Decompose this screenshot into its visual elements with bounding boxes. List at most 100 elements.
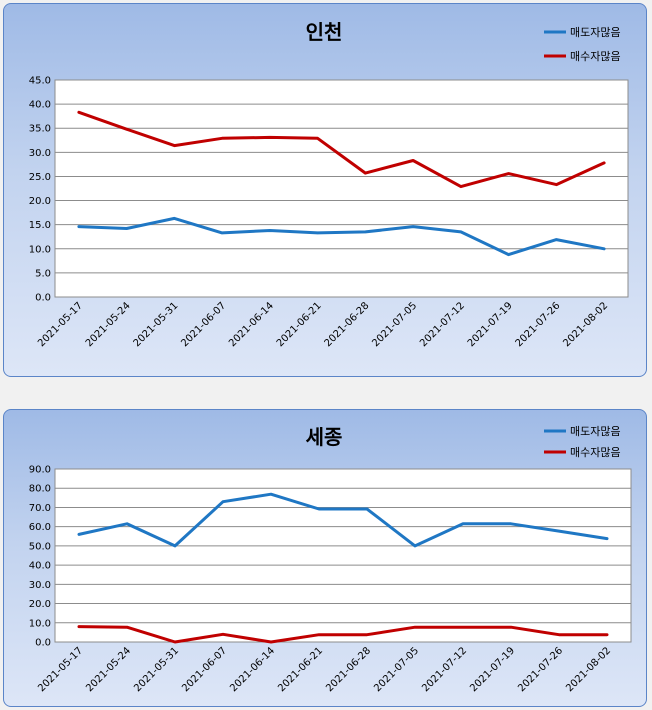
- data-point: [173, 144, 176, 147]
- x-tick-label: 2021-07-05: [372, 645, 421, 694]
- x-tick-label: 2021-06-21: [275, 300, 324, 349]
- legend-label: 매수자많음: [570, 50, 621, 63]
- x-tick-label: 2021-07-19: [466, 300, 515, 349]
- y-tick-label: 30.0: [29, 148, 51, 159]
- data-point: [413, 625, 417, 629]
- series-line-2: [77, 625, 609, 644]
- y-tick-label: 30.0: [29, 580, 51, 591]
- data-point: [125, 227, 128, 230]
- x-tick-label: 2021-06-21: [276, 645, 325, 694]
- x-tick-label: 2021-07-26: [514, 300, 563, 349]
- x-tick-label: 2021-07-26: [516, 645, 565, 694]
- y-tick-label: 0.0: [35, 638, 51, 649]
- data-point: [125, 522, 129, 525]
- series-line-1: [77, 216, 606, 257]
- data-point: [413, 544, 417, 548]
- data-point: [509, 625, 513, 629]
- data-point: [317, 507, 321, 511]
- data-point: [220, 231, 224, 235]
- data-point: [507, 172, 510, 175]
- plot-area: [54, 468, 632, 643]
- chart-panel-incheon: 인천 0.0 5.0 10.0 15.0 20.0 25.0 30.0 35.0 40.0 45.0…: [3, 3, 647, 377]
- data-point: [221, 500, 225, 503]
- data-point: [509, 522, 513, 525]
- x-tick-label: 2021-07-05: [370, 300, 419, 349]
- data-point: [461, 522, 465, 525]
- series-line-2: [77, 110, 606, 189]
- data-point: [220, 137, 224, 140]
- data-point: [605, 537, 609, 540]
- x-tick-label: 2021-07-19: [468, 645, 517, 694]
- y-tick-label: 0.0: [35, 293, 51, 304]
- data-point: [507, 253, 510, 256]
- data-point: [173, 544, 177, 548]
- legend-label: 매도자많음: [570, 425, 621, 438]
- data-point: [364, 230, 367, 234]
- data-point: [268, 229, 272, 232]
- x-tick-label: 2021-05-31: [132, 645, 181, 694]
- data-point: [602, 247, 606, 250]
- data-point: [316, 137, 319, 140]
- y-tick-label: 10.0: [29, 244, 51, 255]
- data-point: [365, 507, 369, 511]
- y-tick-label: 40.0: [29, 561, 51, 572]
- data-point: [605, 633, 609, 636]
- x-tick-label: 2021-08-02: [564, 645, 613, 694]
- data-point: [555, 238, 558, 241]
- x-tick-label: 2021-06-14: [227, 300, 276, 349]
- x-tick-label: 2021-07-12: [418, 300, 467, 349]
- y-tick-label: 45.0: [29, 76, 51, 87]
- x-tick-label: 2021-06-28: [323, 300, 372, 349]
- y-tick-label: 20.0: [29, 196, 51, 207]
- data-point: [365, 633, 369, 636]
- data-point: [77, 625, 81, 628]
- y-tick-label: 80.0: [29, 484, 51, 495]
- chart-sejong: 세종 0.0 10.0 20.0 30.0 40.0 50.0 60.0 70.0 80.0 90.…: [29, 425, 632, 694]
- data-point: [221, 633, 225, 636]
- data-point: [269, 492, 273, 496]
- data-point: [77, 533, 81, 536]
- chart-incheon: 인천 0.0 5.0 10.0 15.0 20.0 25.0 30.0 35.0 40.0 45.0…: [29, 20, 629, 349]
- y-tick-label: 35.0: [29, 124, 51, 135]
- y-tick-label: 70.0: [29, 503, 51, 514]
- data-point: [269, 640, 273, 644]
- data-point: [555, 183, 558, 186]
- y-tick-label: 60.0: [29, 522, 51, 533]
- data-point: [602, 161, 606, 165]
- chart-title: 세종: [306, 425, 343, 449]
- x-tick-label: 2021-05-17: [36, 645, 85, 694]
- data-point: [557, 633, 561, 636]
- data-point: [461, 625, 465, 629]
- x-tick-label: 2021-08-02: [561, 300, 610, 349]
- chart-title: 인천: [306, 20, 343, 44]
- y-tick-label: 90.0: [29, 465, 51, 476]
- series-line-1: [77, 492, 609, 548]
- data-point: [317, 633, 321, 636]
- y-tick-label: 5.0: [35, 268, 51, 279]
- data-point: [125, 127, 128, 131]
- data-point: [557, 529, 561, 533]
- y-tick-label: 15.0: [29, 220, 51, 231]
- x-tick-label: 2021-05-17: [36, 300, 85, 349]
- plot-area: [54, 79, 629, 298]
- x-tick-label: 2021-06-14: [228, 645, 277, 694]
- y-tick-label: 10.0: [29, 618, 51, 629]
- x-tick-label: 2021-05-24: [84, 645, 133, 694]
- y-tick-label: 20.0: [29, 599, 51, 610]
- y-tick-label: 25.0: [29, 172, 51, 183]
- chart-panel-sejong: 세종 0.0 10.0 20.0 30.0 40.0 50.0 60.0 70.0 80.0 90.…: [3, 409, 647, 707]
- x-tick-label: 2021-05-31: [132, 300, 181, 349]
- x-tick-label: 2021-06-28: [324, 645, 373, 694]
- data-point: [268, 136, 272, 139]
- data-point: [411, 159, 415, 162]
- data-point: [459, 230, 463, 234]
- y-tick-label: 50.0: [29, 541, 51, 552]
- data-point: [411, 225, 415, 228]
- data-point: [77, 225, 81, 228]
- data-point: [77, 111, 81, 114]
- data-point: [459, 185, 463, 188]
- x-tick-label: 2021-05-24: [84, 300, 133, 349]
- x-tick-label: 2021-06-07: [180, 645, 229, 694]
- y-tick-label: 40.0: [29, 100, 51, 111]
- data-point: [125, 625, 129, 629]
